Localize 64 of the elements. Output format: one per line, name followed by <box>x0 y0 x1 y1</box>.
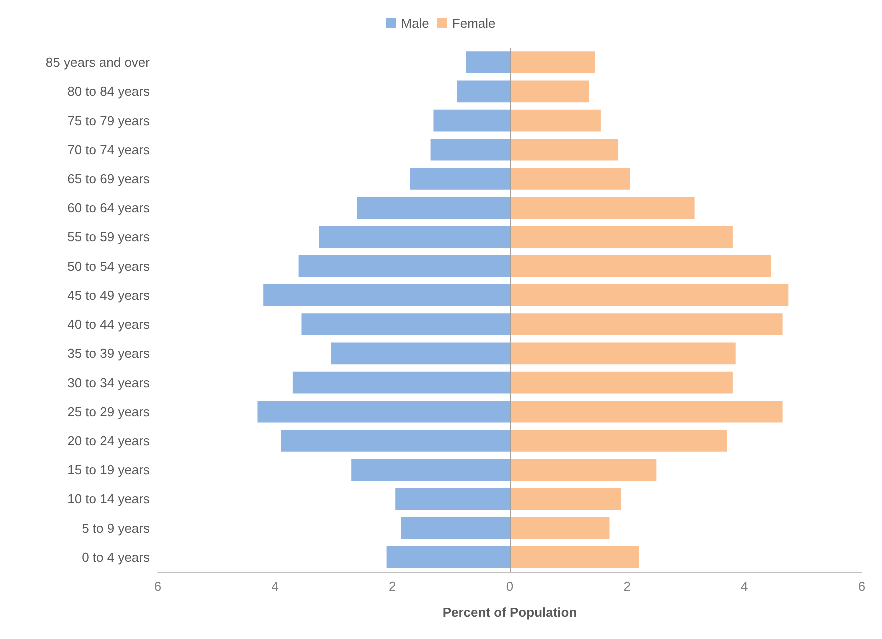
bar <box>396 488 510 510</box>
bar <box>281 430 510 452</box>
bar <box>258 400 510 423</box>
bar <box>510 372 733 394</box>
bar <box>457 80 510 103</box>
x-tick-label: 4 <box>741 579 748 594</box>
bar <box>357 197 510 220</box>
bar <box>510 459 657 482</box>
bar <box>331 342 510 365</box>
x-tick-label: 2 <box>389 579 396 594</box>
x-tick-label: 4 <box>272 579 279 594</box>
bar <box>302 314 510 336</box>
bar <box>264 284 510 306</box>
bar <box>510 314 783 336</box>
x-tick-label: 2 <box>624 579 631 594</box>
x-tick-label: 6 <box>154 579 162 594</box>
bar <box>510 138 619 161</box>
bar <box>510 400 783 423</box>
y-tick-label: 65 to 69 years <box>68 172 150 186</box>
bar <box>510 546 640 568</box>
bar <box>401 517 510 540</box>
y-tick-label: 70 to 74 years <box>68 142 150 158</box>
bar <box>292 372 510 394</box>
bar <box>510 488 622 510</box>
y-tick-label: 0 to 4 years <box>82 550 150 565</box>
y-tick-label: 15 to 19 years <box>68 462 150 478</box>
y-tick-label: 50 to 54 years <box>68 258 150 274</box>
bar <box>352 459 510 482</box>
y-tick-label: 75 to 79 years <box>68 113 150 128</box>
y-tick-label: 80 to 84 years <box>68 84 150 100</box>
x-axis-title: Percent of Population <box>442 605 578 620</box>
y-tick-label: 20 to 24 years <box>68 434 150 448</box>
bar <box>510 430 728 452</box>
bar <box>430 138 510 161</box>
bar <box>319 226 510 248</box>
bar <box>386 546 510 568</box>
y-tick-label: 55 to 59 years <box>68 230 150 245</box>
bar <box>510 80 590 103</box>
bar <box>510 110 601 132</box>
y-tick-label: 30 to 34 years <box>68 375 150 390</box>
bar <box>434 110 510 132</box>
y-tick-label: 5 to 9 years <box>82 520 150 536</box>
y-tick-label: 85 years and over <box>46 55 151 70</box>
bar <box>510 255 772 278</box>
y-tick-label: 45 to 49 years <box>68 288 150 303</box>
x-tick-label: 0 <box>506 579 514 594</box>
y-tick-label: 35 to 39 years <box>68 346 150 362</box>
bar <box>510 52 596 74</box>
y-tick-label: 60 to 64 years <box>68 200 150 216</box>
y-tick-label: 10 to 14 years <box>68 492 150 507</box>
bar <box>510 342 736 365</box>
bar <box>298 255 510 278</box>
bar <box>510 168 630 190</box>
bar <box>510 226 733 248</box>
bar <box>510 517 610 540</box>
legend-label: Male <box>401 16 430 31</box>
bar <box>510 197 695 220</box>
legend-label: Female <box>452 16 496 31</box>
bar <box>410 168 510 190</box>
bar <box>466 52 510 74</box>
x-tick-label: 6 <box>858 579 866 594</box>
y-tick-label: 40 to 44 years <box>68 317 150 332</box>
bar <box>510 284 789 306</box>
y-tick-label: 25 to 29 years <box>68 404 150 420</box>
